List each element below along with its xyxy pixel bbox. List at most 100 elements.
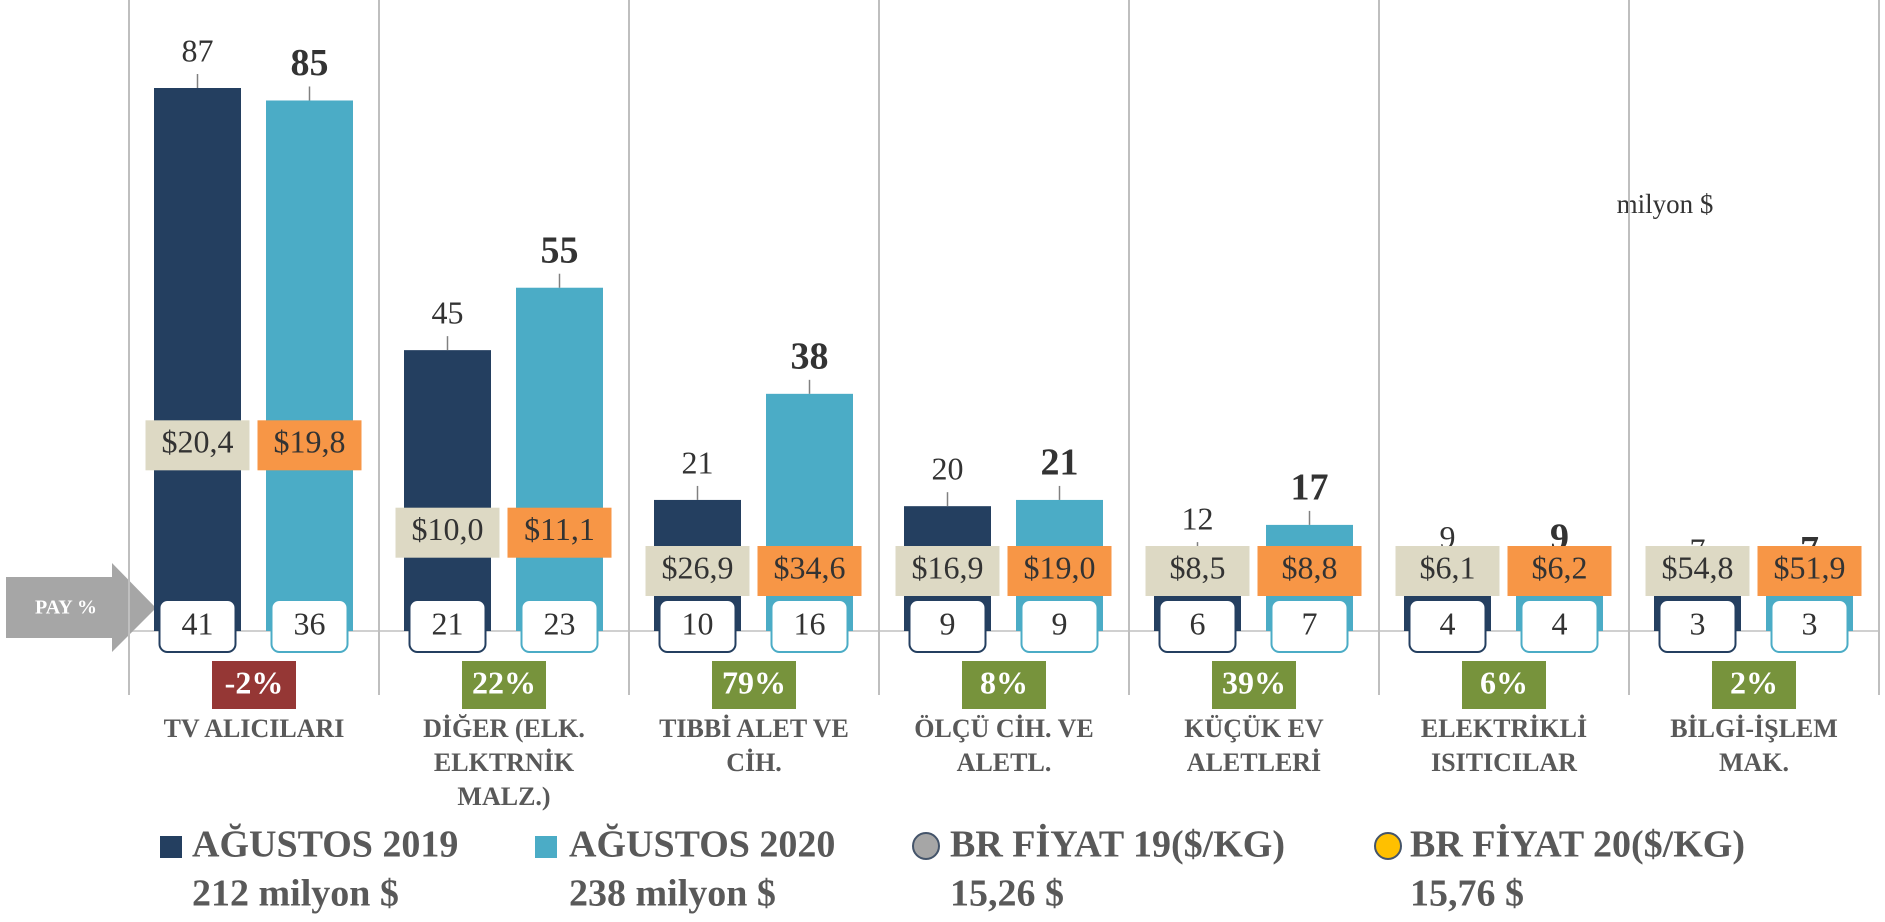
- change-label: -2%: [225, 664, 284, 700]
- price-label: $19,0: [1024, 549, 1096, 585]
- share-label: 9: [1052, 605, 1068, 641]
- legend-total: 15,76 $: [1410, 873, 1524, 915]
- value-label: 21: [1041, 442, 1079, 484]
- category-label: KÜÇÜK EV: [1184, 714, 1324, 743]
- share-box: [520, 599, 599, 653]
- share-label: 4: [1440, 605, 1456, 641]
- share-box: [1158, 599, 1237, 653]
- legend-total: 15,26 $: [950, 873, 1064, 915]
- bar: [516, 287, 603, 631]
- legend-total: 238 milyon $: [569, 873, 776, 915]
- legend-marker: [1374, 832, 1402, 860]
- legend-label: AĞUSTOS 2020: [569, 823, 835, 866]
- legend-swatch: [535, 836, 557, 858]
- share-label: PAY %: [35, 597, 97, 619]
- share-label: 36: [294, 605, 326, 641]
- category-label: ELKTRNİK: [434, 748, 575, 777]
- change-label: 22%: [472, 664, 536, 700]
- share-box: [1408, 599, 1487, 653]
- value-label: 87: [182, 32, 214, 68]
- legend-label: BR FİYAT 19($/KG): [950, 824, 1285, 866]
- price-label-box: [1507, 546, 1612, 596]
- price-label-box: [395, 507, 500, 558]
- share-box: [1270, 599, 1349, 653]
- value-label: 45: [432, 294, 464, 330]
- share-box: [270, 599, 349, 653]
- category-label: BİLGİ-İŞLEM: [1670, 714, 1838, 743]
- price-label-box: [507, 507, 612, 558]
- legend-label: BR FİYAT 20($/KG): [1410, 824, 1745, 866]
- share-label: 3: [1802, 605, 1818, 641]
- change-box: [212, 661, 296, 709]
- category-label: ISITICILAR: [1431, 748, 1577, 777]
- price-label: $19,8: [274, 424, 346, 460]
- share-label: 41: [182, 605, 214, 641]
- price-label: $34,6: [774, 549, 846, 585]
- legend-marker: [912, 832, 940, 860]
- category-label: MALZ.): [457, 782, 550, 811]
- change-box: [712, 661, 796, 709]
- change-label: 6%: [1480, 664, 1528, 700]
- category-label: CİH.: [726, 748, 782, 777]
- price-label-box: [645, 546, 750, 596]
- bar: [154, 88, 241, 631]
- share-box: [1520, 599, 1599, 653]
- price-label-box: [1257, 546, 1362, 596]
- category-label: ALETL.: [957, 748, 1052, 777]
- price-label-box: [1145, 546, 1250, 596]
- value-label: 17: [1291, 467, 1329, 509]
- change-label: 2%: [1730, 664, 1778, 700]
- share-box: [770, 599, 849, 653]
- value-label: 21: [682, 444, 714, 480]
- change-box: [1712, 661, 1796, 709]
- price-label: $54,8: [1662, 549, 1734, 585]
- share-box: [1658, 599, 1737, 653]
- change-box: [962, 661, 1046, 709]
- category-label: TV ALICILARI: [164, 714, 345, 743]
- price-label: $10,0: [412, 511, 484, 547]
- price-label-box: [1645, 546, 1750, 596]
- value-label: 38: [791, 336, 829, 378]
- price-label-box: [895, 546, 1000, 596]
- bar: [404, 350, 491, 631]
- value-label: 20: [932, 451, 964, 487]
- price-label: $51,9: [1774, 549, 1846, 585]
- change-label: 39%: [1222, 664, 1286, 700]
- category-label: DİĞER (ELK.: [423, 714, 585, 743]
- share-label: 3: [1690, 605, 1706, 641]
- category-label: TIBBİ ALET VE: [659, 714, 849, 743]
- change-box: [462, 661, 546, 709]
- price-label: $8,8: [1282, 549, 1338, 585]
- price-label: $16,9: [912, 549, 984, 585]
- share-label: 4: [1552, 605, 1568, 641]
- price-label-box: [1395, 546, 1500, 596]
- value-label: 12: [1182, 500, 1214, 536]
- price-label: $8,5: [1170, 549, 1226, 585]
- share-box: [408, 599, 487, 653]
- value-label: 55: [541, 229, 579, 271]
- legend-swatch: [160, 836, 182, 858]
- price-label: $20,4: [162, 424, 234, 460]
- legend-total: 212 milyon $: [192, 873, 399, 915]
- category-label: ALETLERİ: [1187, 748, 1321, 777]
- price-label-box: [757, 546, 862, 596]
- share-box: [658, 599, 737, 653]
- share-label: 7: [1302, 605, 1318, 641]
- price-label-box: [257, 420, 362, 471]
- unit-label: milyon $: [1617, 189, 1714, 219]
- change-box: [1212, 661, 1296, 709]
- share-box: [908, 599, 987, 653]
- share-label: 9: [940, 605, 956, 641]
- change-label: 8%: [980, 664, 1028, 700]
- legend-label: AĞUSTOS 2019: [192, 823, 458, 866]
- share-label: 10: [682, 605, 714, 641]
- price-label-box: [1757, 546, 1862, 596]
- price-label: $26,9: [662, 549, 734, 585]
- change-box: [1462, 661, 1546, 709]
- category-label: MAK.: [1719, 748, 1789, 777]
- category-label: ÖLÇÜ CİH. VE: [914, 714, 1093, 743]
- share-label: 6: [1190, 605, 1206, 641]
- share-label: 23: [544, 605, 576, 641]
- bar: [266, 100, 353, 631]
